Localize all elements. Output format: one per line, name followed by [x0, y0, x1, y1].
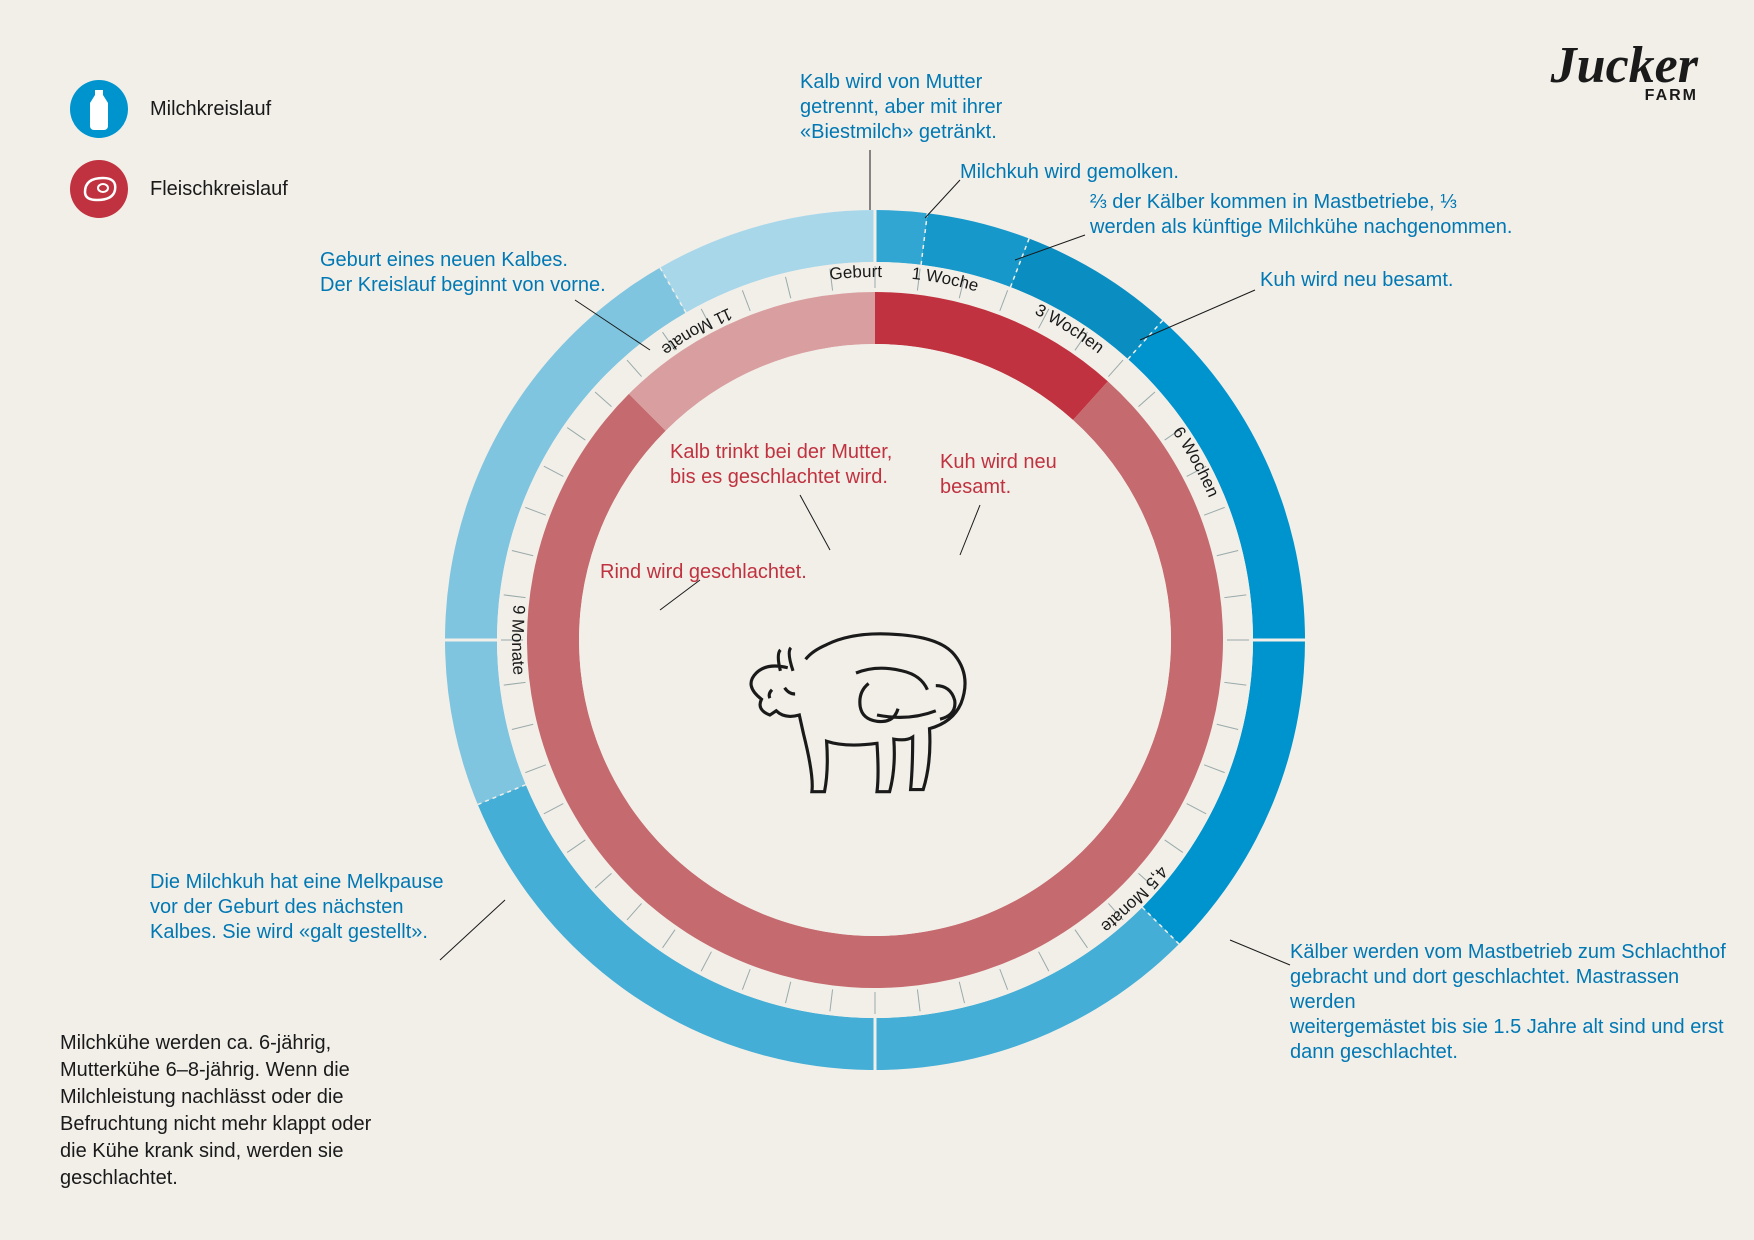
annotation-a6: Die Milchkuh hat eine Melkpause vor der …	[150, 870, 510, 945]
svg-text:Geburt: Geburt	[828, 262, 882, 284]
annotation-a3: ⅔ der Kälber kommen in Mastbetriebe, ⅓ w…	[1090, 190, 1570, 240]
footnote-text: Milchkühe werden ca. 6-jährig, Mutterküh…	[60, 1030, 420, 1192]
annotation-a4: Kuh wird neu besamt.	[1260, 268, 1580, 293]
annotation-r3: Rind wird geschlachtet.	[600, 560, 860, 585]
annotation-a5: Kälber werden vom Mastbetrieb zum Schlac…	[1290, 940, 1730, 1065]
annotation-a1: Kalb wird von Mutter getrennt, aber mit …	[800, 70, 1120, 145]
svg-text:9 Monate: 9 Monate	[508, 604, 529, 676]
annotation-r1: Kalb trinkt bei der Mutter, bis es gesch…	[670, 440, 950, 490]
annotation-r2: Kuh wird neu besamt.	[940, 450, 1140, 500]
annotation-a2: Milchkuh wird gemolken.	[960, 160, 1280, 185]
annotation-a7: Geburt eines neuen Kalbes. Der Kreislauf…	[320, 248, 680, 298]
